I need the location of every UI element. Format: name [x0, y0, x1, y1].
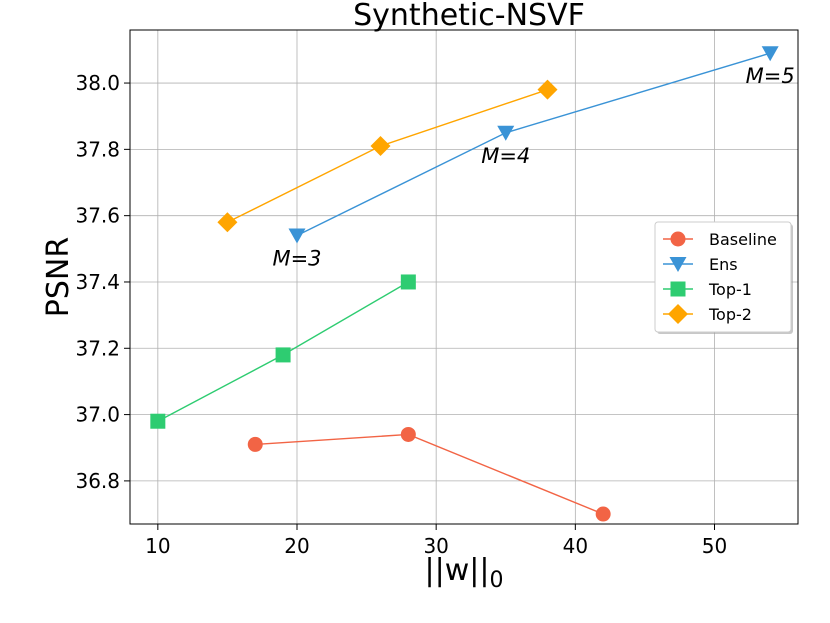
y-tick-label: 37.0 [75, 403, 120, 427]
legend-label-baseline: Baseline [709, 230, 777, 249]
x-axis-label-subscript: 0 [489, 568, 503, 593]
x-axis-ticks: 10 20 30 40 50 [145, 524, 727, 558]
x-tick-label: 30 [423, 534, 448, 558]
y-tick-label: 37.6 [75, 204, 120, 228]
data-point-ens [288, 228, 306, 244]
y-tick-label: 37.8 [75, 137, 120, 161]
y-axis-label: PSNR [41, 237, 76, 317]
series-ens [288, 46, 779, 244]
series-line-baseline [255, 433, 604, 515]
plot-frame [129, 29, 799, 525]
legend-label-ens: Ens [709, 255, 738, 274]
legend-label-top-2: Top-2 [708, 305, 752, 324]
x-tick-label: 50 [702, 534, 727, 558]
x-tick-label: 20 [284, 534, 309, 558]
data-point-baseline [595, 506, 611, 522]
x-tick-label: 40 [563, 534, 588, 558]
series-baseline [247, 426, 611, 522]
y-axis-ticks: 36.8 37.0 37.2 37.4 37.6 37.8 38.0 [75, 71, 130, 493]
annotation-label: M=5 [746, 64, 795, 88]
data-point-baseline [400, 426, 416, 442]
annotation-label: M=4 [481, 144, 530, 168]
legend-box [654, 221, 792, 333]
legend-marker-top-1 [670, 281, 686, 297]
y-tick-label: 37.2 [75, 336, 120, 360]
data-point-top-2 [217, 212, 238, 233]
legend: Baseline Ens Top-1 Top-2 [654, 221, 793, 334]
data-point-top-1 [275, 347, 291, 363]
series-top-1 [150, 274, 416, 429]
y-tick-label: 36.8 [75, 469, 120, 493]
data-point-top-2 [537, 79, 558, 100]
series-top-2 [217, 79, 558, 233]
data-point-top-2 [370, 136, 391, 157]
data-point-top-1 [400, 274, 416, 290]
data-point-ens [761, 46, 779, 62]
y-tick-label: 37.4 [75, 270, 120, 294]
series-line-ens [296, 52, 771, 237]
data-point-baseline [247, 436, 263, 452]
x-tick-label: 10 [145, 534, 170, 558]
annotation-layer: M=3 M=4 M=5 [272, 64, 794, 270]
x-axis-label-main: ||w|| [425, 553, 490, 588]
series-layer [150, 46, 779, 522]
legend-marker-top-2 [668, 304, 688, 324]
legend-label-top-1: Top-1 [708, 280, 752, 299]
data-point-top-1 [150, 413, 166, 429]
y-tick-label: 38.0 [75, 71, 120, 95]
x-axis-label: ||w||0 [425, 553, 504, 593]
data-point-ens [497, 125, 515, 141]
annotation-label: M=3 [272, 247, 321, 271]
legend-marker-ens [669, 257, 687, 272]
legend-marker-baseline [670, 231, 686, 247]
chart-title: Synthetic-NSVF [353, 0, 585, 33]
